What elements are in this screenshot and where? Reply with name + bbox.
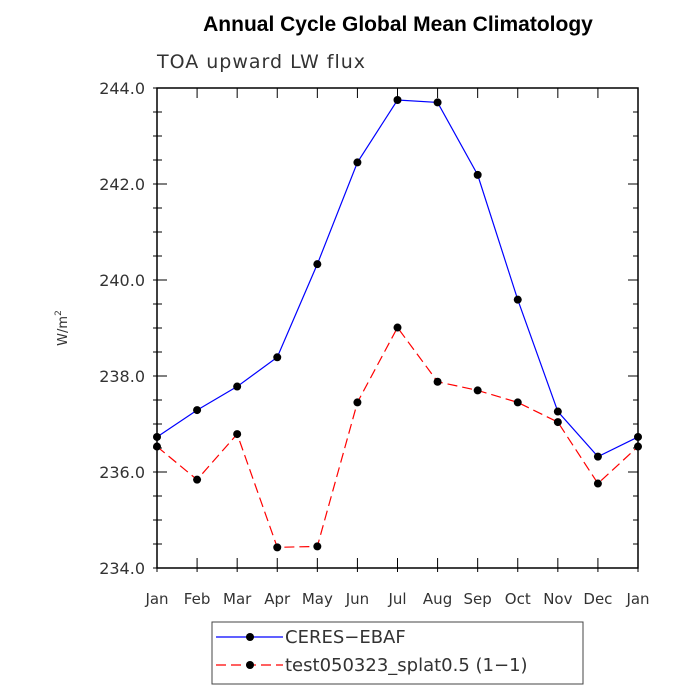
- y-axis-label-unit: W/m: [56, 316, 71, 346]
- legend: CERES−EBAF test050323_splat0.5 (1−1): [211, 621, 584, 685]
- y-tick-label: 240.0: [99, 271, 145, 290]
- legend-item-1: CERES−EBAF: [216, 627, 406, 648]
- x-tick-label: Feb: [184, 590, 211, 608]
- legend-items: CERES−EBAF test050323_splat0.5 (1−1): [216, 627, 528, 676]
- data-point: [153, 432, 161, 441]
- x-tick-label: Aug: [423, 590, 452, 608]
- data-point: [433, 98, 442, 107]
- y-tick-label: 234.0: [99, 559, 145, 578]
- x-tick-label: Mar: [223, 590, 252, 608]
- data-point: [193, 475, 202, 484]
- legend-box: [211, 621, 584, 685]
- data-point: [513, 398, 522, 407]
- series-layer: [153, 96, 642, 552]
- x-tick-label: Nov: [543, 590, 572, 608]
- data-point: [473, 386, 482, 395]
- y-tick-label: 236.0: [99, 463, 145, 482]
- x-tick-label: Jan: [625, 590, 649, 608]
- y-tick-label: 238.0: [99, 367, 145, 386]
- axis-ticks: 234.0 236.0 238.0 240.0 242.0 244.0 Jan Feb Mar A…: [99, 79, 649, 608]
- series-line: [156, 99, 639, 458]
- x-tick-label: Oct: [505, 590, 531, 608]
- data-point: [193, 406, 202, 415]
- data-point: [353, 158, 362, 167]
- data-point: [273, 353, 282, 362]
- chart-title: Annual Cycle Global Mean Climatology: [203, 13, 593, 36]
- data-point: [353, 398, 362, 407]
- legend-swatch-marker: [246, 633, 254, 641]
- y-tick-label: 242.0: [99, 175, 145, 194]
- data-point: [593, 452, 602, 461]
- data-point: [553, 418, 562, 427]
- legend-swatch-marker: [246, 661, 254, 669]
- legend-label: test050323_splat0.5 (1−1): [285, 655, 528, 676]
- data-point: [313, 542, 322, 551]
- data-point: [233, 430, 242, 439]
- data-point: [393, 323, 402, 332]
- data-point: [593, 479, 602, 488]
- data-point: [634, 442, 642, 451]
- data-point: [153, 442, 161, 451]
- x-tick-label: Jan: [144, 590, 168, 608]
- chart-subtitle: TOA upward LW flux: [156, 51, 366, 73]
- data-point: [313, 260, 322, 269]
- legend-item-2: test050323_splat0.5 (1−1): [216, 655, 528, 676]
- series-line: [156, 326, 639, 548]
- x-tick-label: May: [302, 590, 333, 608]
- x-tick-label: Apr: [264, 590, 291, 608]
- legend-label: CERES−EBAF: [285, 627, 406, 648]
- data-point: [553, 407, 562, 416]
- data-point: [473, 170, 482, 179]
- series-1: [153, 96, 642, 461]
- y-axis-label-superscript: 2: [54, 310, 64, 316]
- x-tick-label: Jul: [387, 590, 406, 608]
- data-point: [513, 295, 522, 304]
- x-tick-label: Jun: [345, 590, 369, 608]
- y-tick-label: 244.0: [99, 79, 145, 98]
- data-point: [273, 543, 282, 552]
- y-axis-label: W/m2: [54, 310, 71, 346]
- data-point: [393, 96, 402, 104]
- data-point: [233, 382, 242, 391]
- series-2: [153, 323, 642, 552]
- x-tick-label: Dec: [583, 590, 612, 608]
- x-tick-label: Sep: [464, 590, 492, 608]
- data-point: [634, 432, 642, 441]
- data-point: [433, 377, 442, 386]
